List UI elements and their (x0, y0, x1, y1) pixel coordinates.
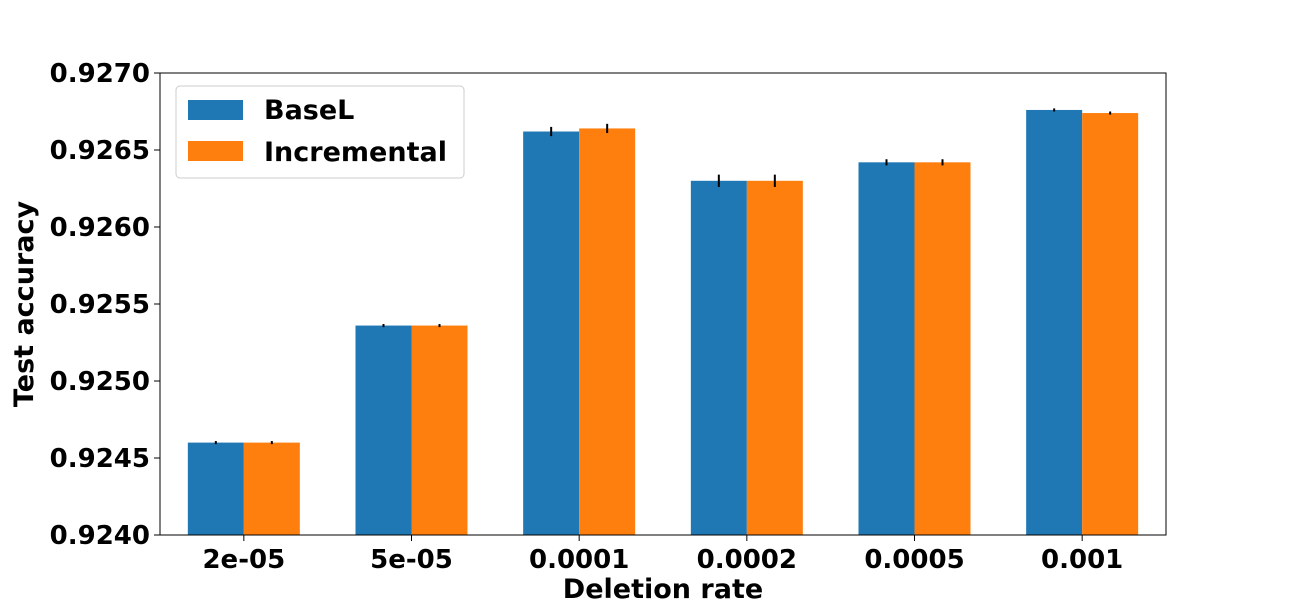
x-tick-label-5e-05: 5e-05 (370, 545, 453, 575)
error-bars-layer (214, 108, 1112, 445)
bar-incremental-2e-05 (243, 442, 300, 535)
y-tick-label-0.9240: 0.9240 (50, 521, 150, 551)
y-tick-label-0.9255: 0.9255 (50, 290, 150, 320)
y-axis: 0.9240 0.9245 0.9250 0.9255 0.9260 0.9265 0.92… (50, 59, 160, 551)
legend-label-basel: BaseL (264, 95, 354, 126)
bar-basel-0.0005 (858, 162, 915, 535)
bar-incremental-0.0005 (914, 162, 971, 535)
y-tick-label-0.9250: 0.9250 (50, 367, 150, 397)
legend: BaseL Incremental (175, 85, 465, 179)
bar-incremental-0.0002 (746, 180, 803, 536)
bar-incremental-5e-05 (411, 325, 468, 535)
bar-basel-0.001 (1026, 109, 1083, 536)
bar-incremental-0.0001 (579, 128, 636, 535)
bar-basel-2e-05 (187, 442, 244, 535)
bar-basel-5e-05 (355, 325, 412, 535)
bars-layer (187, 109, 1139, 536)
y-tick-label-0.9260: 0.9260 (50, 213, 150, 243)
y-tick-label-0.9265: 0.9265 (50, 136, 150, 166)
bar-basel-0.0001 (523, 131, 580, 535)
legend-box (175, 85, 465, 179)
legend-swatch-incremental (188, 141, 243, 161)
x-tick-label-0.0001: 0.0001 (529, 545, 629, 575)
x-tick-label-0.0005: 0.0005 (864, 545, 964, 575)
x-tick-label-2e-05: 2e-05 (202, 545, 285, 575)
y-tick-label-0.9270: 0.9270 (50, 59, 150, 89)
legend-swatch-basel (188, 100, 243, 120)
x-axis: 2e-05 5e-05 0.0001 0.0002 0.0005 0.001 (202, 535, 1123, 575)
bar-incremental-0.001 (1082, 113, 1139, 535)
y-axis-label: Test accuracy (9, 201, 40, 408)
bar-basel-0.0002 (690, 180, 747, 536)
legend-label-incremental: Incremental (264, 137, 447, 168)
y-tick-label-0.9245: 0.9245 (50, 444, 150, 474)
x-axis-label: Deletion rate (563, 574, 763, 600)
x-tick-label-0.001: 0.001 (1041, 545, 1123, 575)
x-tick-label-0.0002: 0.0002 (697, 545, 797, 575)
